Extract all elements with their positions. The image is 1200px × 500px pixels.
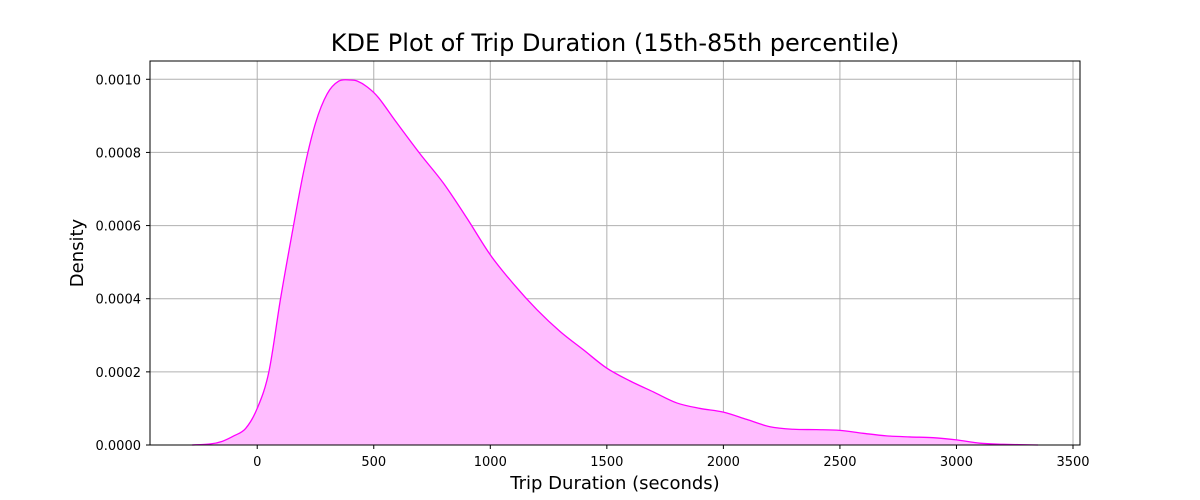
x-tick-label: 1000 [474,455,507,470]
y-tick-label: 0.0006 [96,220,142,235]
kde-density-line [191,79,1039,446]
y-tick-label: 0.0000 [96,439,142,454]
x-tick-label: 3500 [1056,455,1089,470]
chart-title: KDE Plot of Trip Duration (15th-85th per… [331,29,899,57]
x-tick-label: 2500 [823,455,856,470]
kde-area-fill [191,79,1039,446]
x-tick-label: 2000 [707,455,740,470]
x-axis-ticks: 0 500 1000 1500 2000 2500 3000 3500 [253,445,1090,470]
y-axis-label: Density [67,218,88,287]
x-axis-label: Trip Duration (seconds) [509,473,719,494]
x-tick-label: 3000 [940,455,973,470]
y-tick-label: 0.0008 [96,146,142,161]
x-tick-label: 1500 [590,455,623,470]
y-tick-label: 0.0002 [96,366,142,381]
x-tick-label: 0 [253,455,261,470]
y-axis-ticks: 0.0000 0.0002 0.0004 0.0006 0.0008 0.0010 [96,73,150,454]
y-tick-label: 0.0010 [96,73,142,88]
x-tick-label: 500 [361,455,386,470]
plot-frame [149,60,1081,446]
y-tick-label: 0.0004 [96,293,142,308]
